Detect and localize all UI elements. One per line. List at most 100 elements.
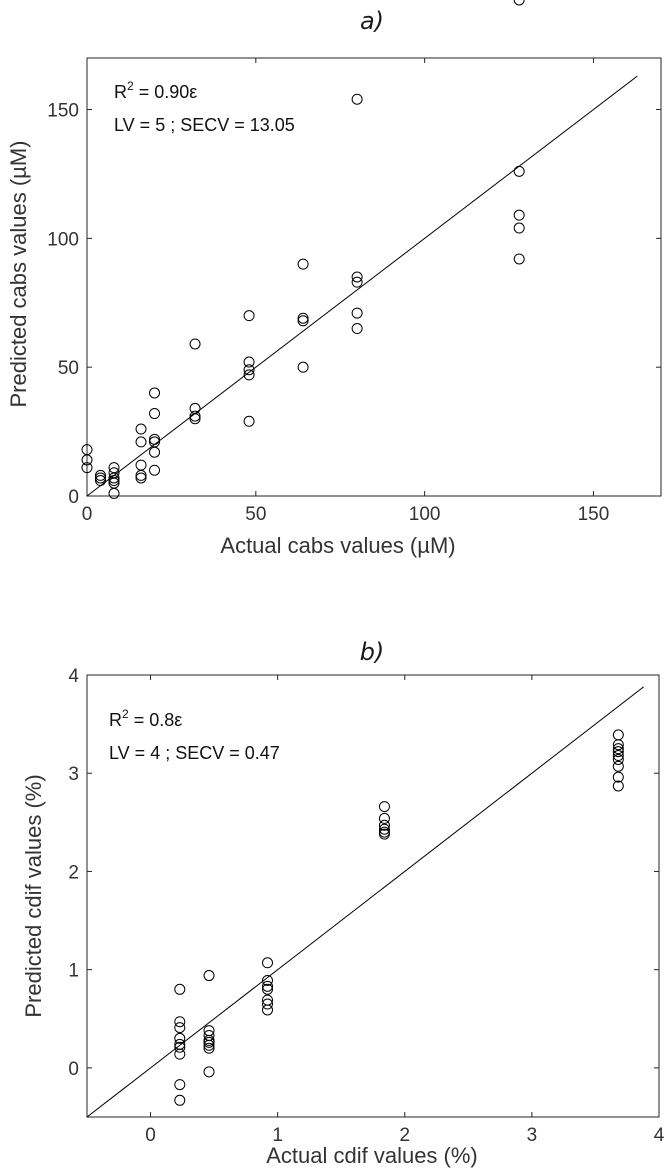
panel-a-data-point <box>243 369 255 381</box>
panel-a-data-point <box>95 472 107 484</box>
panel-a-annotation: R2 = 0.90ε LV = 5 ; SECV = 13.05 <box>114 79 295 135</box>
panel-b-data-point <box>174 1048 186 1060</box>
panel-a-data-point <box>149 433 161 445</box>
panel-b-data-point <box>174 1022 186 1034</box>
panel-b-x-tick-label: 4 <box>654 1125 665 1146</box>
panel-a-data-point <box>135 459 147 471</box>
panel-b-data-point <box>261 974 273 986</box>
panel-a-title: a) <box>360 7 384 35</box>
panel-b-data-point <box>174 1041 186 1053</box>
panel-a-data-point <box>95 469 107 481</box>
panel-a-x-tick-label: 0 <box>82 504 93 525</box>
panel-b-y-tick-label: 0 <box>68 1059 79 1080</box>
panel-b-y-axis-label: Predicted cdif values (%) <box>21 774 46 1017</box>
panel-b-fit-line-group <box>86 686 645 1118</box>
panel-b-data-point <box>261 957 273 969</box>
panel-b-data-point <box>261 983 273 995</box>
panel-b-data-point <box>174 1016 186 1028</box>
panel-b-data-point <box>261 998 273 1010</box>
panel-a-data-point <box>149 464 161 476</box>
panel-a-data-point <box>149 408 161 420</box>
panel-b-x-axis: 0 1 2 3 4 <box>145 675 665 1146</box>
panel-a-data-point <box>135 472 147 484</box>
panel-b-y-tick-label: 1 <box>68 961 79 982</box>
panel-b-data-point <box>378 823 390 835</box>
panel-b-data-point <box>612 780 624 792</box>
panel-a-data-point <box>513 209 525 221</box>
panel-a-points <box>81 0 525 499</box>
panel-b-y-tick-label: 3 <box>68 764 79 785</box>
panel-a-data-point <box>81 454 93 466</box>
panel-a-r2-sup: 2 <box>127 79 134 93</box>
panel-b-y-axis: 0 1 2 3 4 <box>68 666 659 1080</box>
panel-b-data-point <box>261 1004 273 1016</box>
panel-b-y-tick-label: 4 <box>68 666 79 687</box>
panel-a-data-point <box>81 462 93 474</box>
panel-a-fit-line <box>86 75 638 497</box>
panel-a-r2-prefix: R <box>114 82 127 102</box>
panel-a-data-point <box>351 271 363 283</box>
panel-b-data-point <box>261 980 273 992</box>
panel-b-data-point <box>612 743 624 755</box>
panel-a-data-point <box>135 436 147 448</box>
panel-a-data-point <box>243 364 255 376</box>
panel-a-frame <box>86 57 662 497</box>
panel-b-data-point <box>378 819 390 831</box>
panel-a-data-point <box>149 446 161 458</box>
panel-b-data-point <box>174 1079 186 1091</box>
panel-a-data-point <box>108 487 120 499</box>
panel-b-data-point <box>612 739 624 751</box>
panel-a-data-point <box>351 323 363 335</box>
panel-b-data-point <box>612 771 624 783</box>
panel-b-data-point <box>203 1066 215 1078</box>
panel-a-x-axis: 0 50 100 150 <box>82 58 610 525</box>
panel-b-data-point <box>174 1094 186 1106</box>
panel-b-data-point <box>203 970 215 982</box>
panel-a-y-tick-label: 0 <box>68 487 79 508</box>
panel-a-data-point <box>189 338 201 350</box>
panel-b-x-tick-label: 1 <box>272 1125 283 1146</box>
panel-b-x-tick-label: 0 <box>145 1125 156 1146</box>
panel-a-x-tick-label: 100 <box>409 504 441 525</box>
panel-a-y-tick-label: 100 <box>47 229 79 250</box>
panel-b-data-point <box>612 753 624 765</box>
panel-b-data-point <box>174 983 186 995</box>
panel-b-r2-suffix: = 0.8ε <box>129 710 183 730</box>
panel-a-data-point <box>243 415 255 427</box>
panel-a-data-point <box>243 310 255 322</box>
panel-a-data-point <box>297 312 309 324</box>
panel-b-data-point <box>203 1039 215 1051</box>
panel-a-r2-text: R2 = 0.90ε <box>114 79 197 102</box>
panel-a-data-point <box>135 423 147 435</box>
panel-a-y-tick-label: 50 <box>58 358 79 379</box>
panel-b-data-point <box>378 828 390 840</box>
panel-a-data-point <box>189 413 201 425</box>
panel-b-x-axis-label: Actual cdif values (%) <box>266 1143 478 1168</box>
panel-a-data-point <box>135 469 147 481</box>
panel-a-x-tick-label: 150 <box>578 504 610 525</box>
panel-a-data-point <box>189 410 201 422</box>
panel-b-annotation: R2 = 0.8ε LV = 4 ; SECV = 0.47 <box>109 707 280 763</box>
panel-b-r2-sup: 2 <box>122 707 129 721</box>
panel-a-data-point <box>108 475 120 487</box>
panel-a-fit-line-group <box>86 75 638 497</box>
panel-b-data-point <box>203 1036 215 1048</box>
panel-b-data-point <box>378 812 390 824</box>
panel-a-lv-secv-text: LV = 5 ; SECV = 13.05 <box>114 115 295 135</box>
panel-b-lv-secv-text: LV = 4 ; SECV = 0.47 <box>109 743 280 763</box>
panel-a-data-point <box>513 253 525 265</box>
panel-a-data-point <box>243 356 255 368</box>
panel-a-data-point <box>108 472 120 484</box>
panel-b-data-point <box>203 1042 215 1054</box>
panel-b-data-point <box>612 760 624 772</box>
panel-a-data-point <box>513 165 525 177</box>
panel-b-r2-prefix: R <box>109 710 122 730</box>
panel-a-data-point <box>297 315 309 327</box>
panel-a-y-axis-label: Predicted cabs values (µM) <box>6 141 31 408</box>
panel-b-r2-text: R2 = 0.8ε <box>109 707 182 730</box>
panel-b-x-tick-label: 3 <box>527 1125 538 1146</box>
panel-a-data-point <box>351 276 363 288</box>
panel-a-data-point <box>297 258 309 270</box>
